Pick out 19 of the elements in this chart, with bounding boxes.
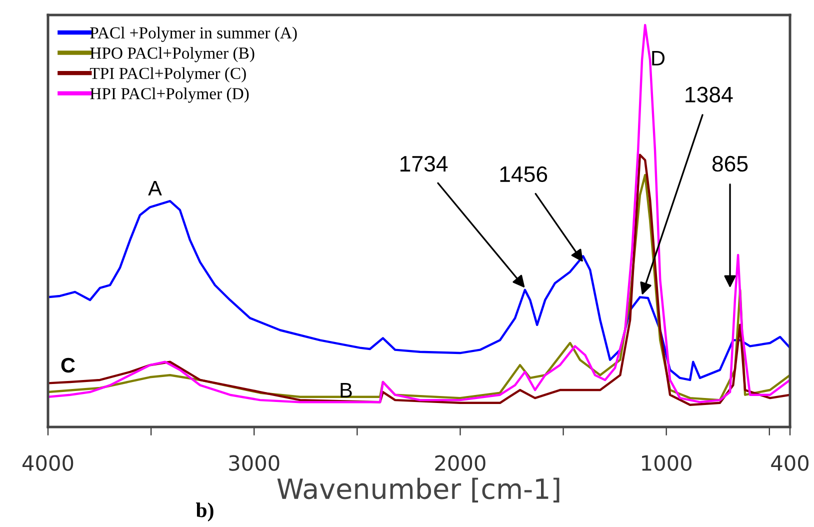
annotation: B [340,383,352,398]
legend-label: PACl +Polymer in summer (A) [90,26,297,42]
legend-label: HPO PACl+Polymer (B) [90,47,254,62]
x-tick-label: 400 [771,455,808,471]
annotation: 865 [712,156,748,172]
x-tick-label: 2000 [435,455,486,471]
legend-label: TPI PACl+Polymer (C) [90,67,246,82]
annotation: 1384 [686,86,733,103]
annotation: 1456 [500,166,548,182]
annotation: D [652,51,665,66]
legend-label: HPI PACl+Polymer (D) [90,88,249,103]
x-tick-label: 4000 [22,455,74,471]
annotation: C [61,358,75,373]
x-axis-title: Wavenumber [cm-1] [277,478,560,502]
text: b) [196,502,214,522]
x-tick-label: 1000 [642,455,692,471]
annotation: A [148,181,162,196]
x-tick-label: 3000 [229,455,280,471]
annotation: 1734 [400,156,448,172]
